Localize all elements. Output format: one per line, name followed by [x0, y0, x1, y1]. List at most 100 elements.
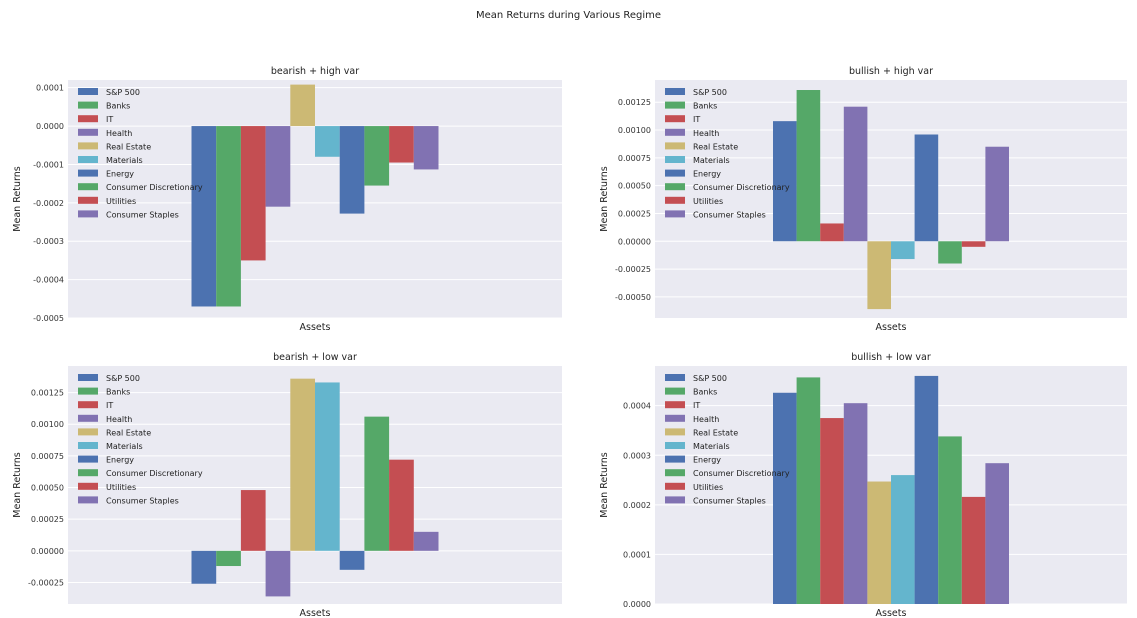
legend-label-energy: Energy — [106, 456, 134, 465]
bar-health — [265, 550, 291, 597]
bar-materials — [891, 475, 915, 604]
legend-swatch-real-estate — [665, 142, 685, 150]
bar-banks — [796, 377, 821, 604]
y-tick-label: -0.0002 — [33, 199, 64, 208]
bar-sp-500 — [191, 550, 217, 584]
legend-swatch-utilities — [78, 196, 98, 204]
legend-swatch-real-estate — [78, 142, 98, 150]
y-tick-label: 0.00100 — [618, 126, 651, 135]
legend-label-consumer-staples: Consumer Staples — [106, 496, 179, 505]
bar-it — [820, 223, 844, 242]
legend-label-real-estate: Real Estate — [693, 428, 738, 437]
legend-label-consumer-discretionary: Consumer Discretionary — [693, 469, 790, 478]
legend-swatch-materials — [665, 156, 685, 163]
legend-swatch-health — [665, 128, 685, 136]
legend-label-real-estate: Real Estate — [693, 142, 738, 151]
legend-swatch-consumer-discretionary — [665, 183, 685, 191]
bar-consumer-staples — [413, 531, 439, 551]
legend-label-real-estate: Real Estate — [106, 428, 151, 437]
legend-label-consumer-staples: Consumer Staples — [693, 496, 766, 505]
legend-label-materials: Materials — [693, 442, 730, 451]
y-tick-label: 0.00125 — [31, 389, 64, 398]
y-tick-label: -0.00025 — [615, 265, 651, 274]
chart-panel-bearish-high-var: -0.0005 -0.0004 -0.0003 -0.0002 -0.0001 0.000… — [12, 66, 562, 333]
y-tick-label: -0.0003 — [33, 237, 64, 246]
y-tick-label: -0.00025 — [28, 578, 64, 587]
legend-label-energy: Energy — [693, 456, 721, 465]
y-tick-label: 0.00125 — [618, 98, 651, 107]
bar-consumer-staples — [985, 463, 1009, 604]
y-tick-label: 0.0003 — [623, 451, 651, 460]
legend-label-banks: Banks — [693, 102, 717, 111]
x-axis-label: Assets — [300, 608, 331, 618]
bar-real-estate — [290, 378, 315, 551]
legend-swatch-health — [78, 414, 98, 422]
legend-swatch-real-estate — [665, 428, 685, 436]
legend-swatch-energy — [665, 169, 685, 177]
y-tick-label: 0.0001 — [623, 550, 651, 559]
bar-materials — [891, 241, 915, 260]
legend-label-consumer-staples: Consumer Staples — [693, 210, 766, 219]
legend: S&P 500 Banks IT Health Real Estate Materials… — [78, 88, 203, 219]
bar-utilities — [961, 241, 986, 247]
legend-label-energy: Energy — [693, 170, 721, 179]
x-axis-label: Assets — [876, 608, 907, 618]
legend-swatch-consumer-discretionary — [78, 183, 98, 191]
y-axis-label: Mean Returns — [12, 166, 23, 231]
y-tick-label: 0.0002 — [623, 501, 651, 510]
bar-utilities — [389, 126, 414, 163]
legend-label-banks: Banks — [106, 102, 130, 111]
legend-label-consumer-staples: Consumer Staples — [106, 210, 179, 219]
legend-label-consumer-discretionary: Consumer Discretionary — [106, 183, 203, 192]
y-tick-label: 0.00025 — [31, 515, 64, 524]
legend-label-health: Health — [106, 415, 132, 424]
legend: S&P 500 Banks IT Health Real Estate Materials… — [665, 374, 790, 505]
legend-swatch-it — [665, 401, 685, 409]
legend-label-health: Health — [106, 129, 132, 138]
legend-swatch-consumer-staples — [78, 496, 98, 504]
y-tick-label: -0.0005 — [33, 314, 64, 323]
legend-label-banks: Banks — [693, 388, 717, 397]
legend-swatch-consumer-discretionary — [665, 469, 685, 477]
bar-real-estate — [290, 84, 315, 127]
y-axis-label: Mean Returns — [599, 452, 610, 517]
legend-label-utilities: Utilities — [693, 483, 723, 492]
legend-swatch-utilities — [665, 482, 685, 490]
bar-consumer-discretionary — [938, 241, 962, 264]
legend-label-utilities: Utilities — [106, 197, 136, 206]
legend-swatch-consumer-staples — [78, 210, 98, 218]
legend-label-materials: Materials — [106, 156, 143, 165]
figure-title: Mean Returns during Various Regime — [475, 10, 662, 21]
legend-label-it: IT — [106, 115, 113, 124]
bar-energy — [914, 134, 939, 242]
y-tick-label: 0.0000 — [623, 600, 651, 609]
y-tick-label: 0.00000 — [618, 237, 651, 246]
legend-swatch-energy — [665, 455, 685, 463]
bar-consumer-staples — [985, 146, 1009, 242]
legend: S&P 500 Banks IT Health Real Estate Materials… — [665, 88, 790, 219]
legend-swatch-energy — [78, 455, 98, 463]
bar-real-estate — [867, 481, 891, 604]
legend-swatch-it — [78, 401, 98, 409]
y-axis-label: Mean Returns — [599, 166, 610, 231]
bar-health — [843, 106, 868, 242]
legend-label-materials: Materials — [106, 442, 143, 451]
legend-swatch-sp-500 — [665, 374, 685, 381]
chart-panel-bullish-low-var: 0.0000 0.0001 0.0002 0.0003 0.0004 bullish + … — [599, 352, 1127, 618]
legend-label-health: Health — [693, 415, 719, 424]
chart-panel-bearish-low-var: -0.00025 0.00000 0.00025 0.00050 0.00075 0.00… — [12, 352, 562, 618]
y-tick-label: 0.00050 — [31, 484, 64, 493]
y-tick-label: 0.00025 — [618, 209, 651, 218]
panel-title: bearish + low var — [273, 352, 357, 363]
legend-swatch-it — [78, 115, 98, 123]
legend-swatch-it — [665, 115, 685, 123]
legend-swatch-energy — [78, 169, 98, 177]
legend-swatch-utilities — [665, 196, 685, 204]
legend-label-banks: Banks — [106, 388, 130, 397]
panel-title: bullish + high var — [849, 66, 933, 77]
legend-label-health: Health — [693, 129, 719, 138]
legend-label-utilities: Utilities — [693, 197, 723, 206]
bar-consumer-discretionary — [364, 126, 390, 186]
legend-swatch-materials — [78, 156, 98, 163]
bar-consumer-discretionary — [938, 436, 962, 604]
